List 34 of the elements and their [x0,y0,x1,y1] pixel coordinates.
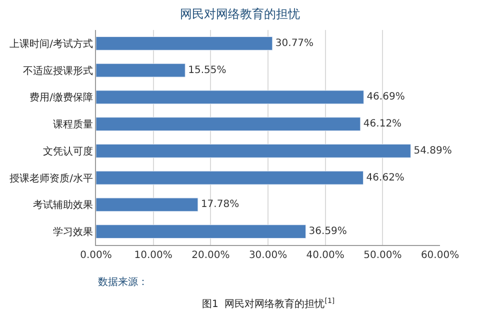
x-tick-label: 30.00% [248,250,288,261]
x-tick-label: 0.00% [80,250,112,261]
x-tick-label: 10.00% [134,250,172,261]
y-tick-label: 上课时间/考试方式 [10,38,93,50]
y-tick-label: 文凭认可度 [43,145,93,158]
data-label: 46.12% [363,118,402,130]
bar [96,117,361,132]
source-note: 数据来源： [98,276,148,288]
data-label: 36.59% [308,226,347,238]
bar [96,36,273,50]
bar [96,198,198,212]
y-tick-label: 学习效果 [53,226,93,238]
y-tick-label: 课程质量 [53,118,93,131]
bar [96,90,364,104]
bar [96,224,306,239]
data-label: 46.69% [366,92,405,103]
x-tick-label: 20.00% [192,250,230,261]
bar [96,170,364,185]
x-tick-label: 40.00% [306,250,344,261]
bar [96,63,186,78]
data-label: 17.78% [200,199,240,210]
data-label: 54.89% [414,145,452,156]
data-label: 30.77% [275,38,314,49]
y-tick-label: 授课老师资质/水平 [10,172,93,184]
caption: 图1 网民对网络教育的担忧$^{[1]}$ [202,297,335,310]
x-tick-label: 60.00% [420,250,460,261]
y-tick-label: 费用/缴费保障 [30,92,93,104]
data-label: 46.62% [366,172,404,184]
chart-title: 网民对网络教育的担忧 [180,7,300,21]
data-label: 15.55% [188,64,226,76]
y-tick-label: 考试辅助效果 [33,199,93,212]
bar [96,144,411,158]
x-tick-label: 50.00% [364,250,402,261]
y-tick-label: 不适应授课形式 [23,64,93,77]
